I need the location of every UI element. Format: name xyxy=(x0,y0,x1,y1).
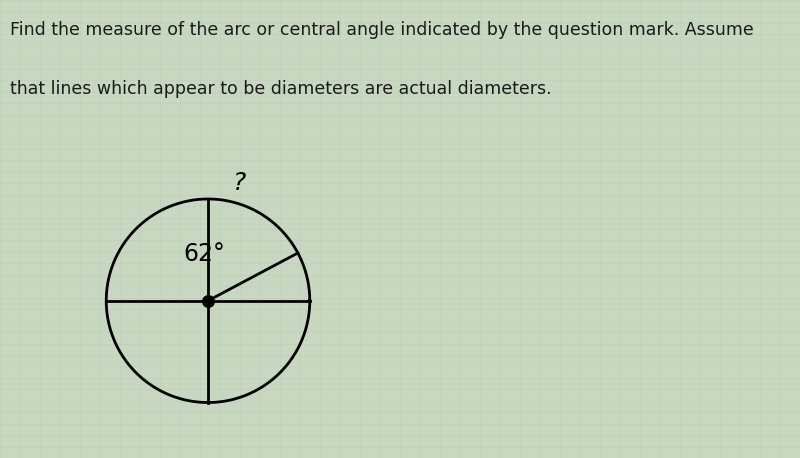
Text: Find the measure of the arc or central angle indicated by the question mark. Ass: Find the measure of the arc or central a… xyxy=(10,21,754,38)
Point xyxy=(202,297,214,305)
Text: ?: ? xyxy=(233,171,246,195)
Text: 62°: 62° xyxy=(183,242,226,267)
Text: that lines which appear to be diameters are actual diameters.: that lines which appear to be diameters … xyxy=(10,80,551,98)
